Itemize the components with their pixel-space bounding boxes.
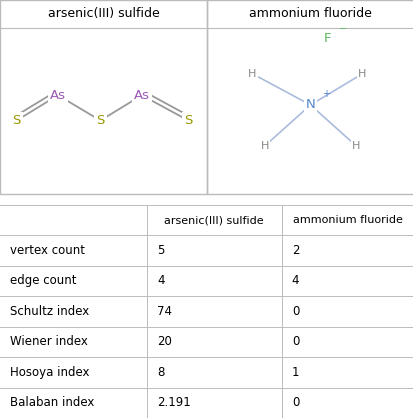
Text: 2: 2 — [291, 244, 299, 257]
Text: arsenic(III) sulfide: arsenic(III) sulfide — [164, 215, 263, 225]
Text: ammonium fluoride: ammonium fluoride — [249, 7, 371, 20]
Text: Balaban index: Balaban index — [10, 396, 95, 409]
Text: H: H — [357, 69, 366, 79]
Text: 1: 1 — [291, 366, 299, 379]
Text: S: S — [96, 114, 104, 127]
Text: 20: 20 — [157, 335, 172, 348]
Text: Hosoya index: Hosoya index — [10, 366, 90, 379]
Text: 2.191: 2.191 — [157, 396, 191, 409]
Text: +: + — [321, 89, 329, 99]
Text: 0: 0 — [291, 335, 299, 348]
Text: ammonium fluoride: ammonium fluoride — [292, 215, 402, 225]
Text: H: H — [248, 69, 256, 79]
Text: As: As — [50, 89, 66, 102]
Text: S: S — [184, 114, 192, 127]
Text: 74: 74 — [157, 305, 172, 318]
Text: 0: 0 — [291, 396, 299, 409]
Text: F: F — [323, 32, 330, 46]
Text: vertex count: vertex count — [10, 244, 85, 257]
Text: 4: 4 — [157, 275, 164, 288]
Text: S: S — [12, 114, 21, 127]
Text: As: As — [133, 89, 150, 102]
Text: Schultz index: Schultz index — [10, 305, 89, 318]
Text: 4: 4 — [291, 275, 299, 288]
Text: 0: 0 — [291, 305, 299, 318]
Text: edge count: edge count — [10, 275, 77, 288]
Text: N: N — [305, 99, 315, 112]
Text: 8: 8 — [157, 366, 164, 379]
Text: H: H — [351, 141, 359, 151]
Text: 5: 5 — [157, 244, 164, 257]
Text: −: − — [339, 24, 347, 34]
Text: arsenic(III) sulfide: arsenic(III) sulfide — [47, 7, 159, 20]
Text: H: H — [260, 141, 268, 151]
Text: Wiener index: Wiener index — [10, 335, 88, 348]
